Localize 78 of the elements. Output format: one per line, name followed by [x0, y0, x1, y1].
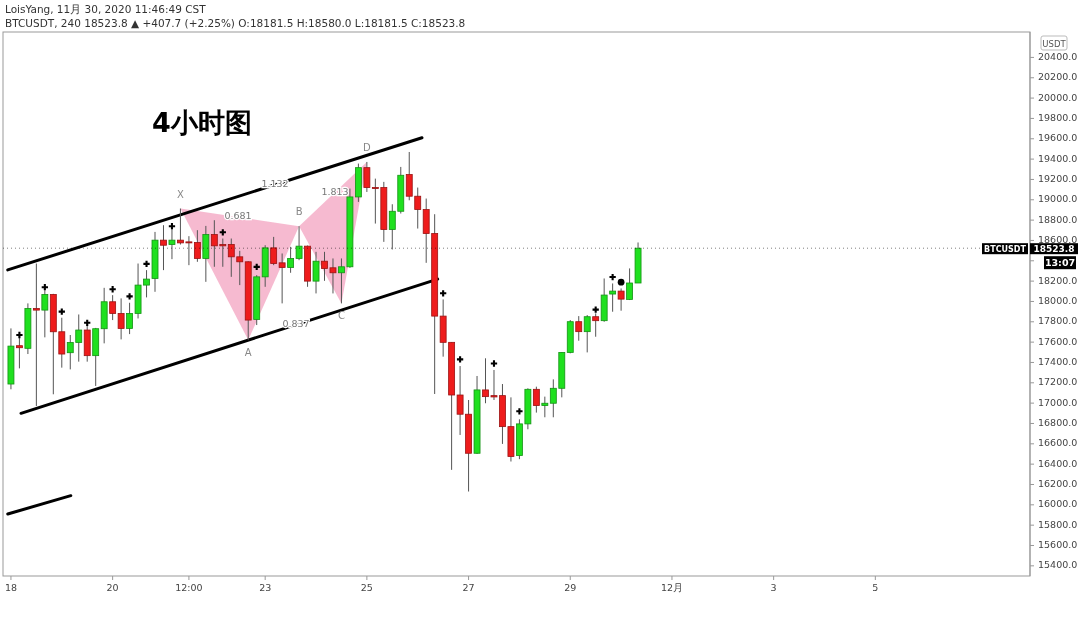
y-tick-label: 16400.0: [1038, 457, 1078, 469]
x-tick-label: 25: [360, 582, 373, 593]
y-tick-label: 20400.0: [1038, 50, 1078, 62]
annotation: X: [177, 188, 184, 200]
candlestick: [168, 226, 176, 260]
candlestick: [617, 287, 625, 312]
candlestick: [160, 224, 167, 271]
annotation: C: [337, 310, 345, 322]
point: [16, 331, 23, 339]
point: [490, 360, 498, 367]
text: 13:07: [1044, 257, 1076, 269]
y-tick-label: 17600.0: [1038, 335, 1078, 347]
x-tick-label: 5: [872, 582, 879, 593]
candlestick: [541, 396, 549, 418]
y-tick-label: 18800.0: [1038, 213, 1078, 225]
x-tick-label: 27: [462, 582, 475, 593]
y-tick-label: 17200.0: [1038, 376, 1078, 388]
y-tick-label: 19600.0: [1038, 132, 1078, 144]
point: [143, 260, 150, 267]
point: [609, 273, 616, 281]
y-tick-label: 19000.0: [1038, 193, 1078, 205]
candlestick: [583, 314, 591, 353]
annotation: D: [363, 141, 372, 153]
y-tick-label: 17400.0: [1038, 355, 1078, 367]
point: [168, 223, 176, 230]
point: [126, 293, 133, 300]
point: [592, 306, 599, 313]
y-axis-title: USDT: [1042, 38, 1067, 49]
candlestick: [575, 315, 583, 342]
point: [516, 408, 523, 415]
annotation: 4小时图: [152, 107, 252, 138]
annotation: 1.813: [321, 186, 349, 197]
point: [253, 263, 260, 271]
annotation: 0.681: [224, 210, 252, 221]
y-tick-label: 16800.0: [1038, 416, 1078, 428]
point: [617, 278, 625, 286]
point: [440, 290, 447, 297]
point: [84, 319, 91, 326]
candlestick: [16, 332, 23, 369]
x-tick-label: 12:00: [175, 582, 203, 593]
text: 18523.8: [1033, 243, 1075, 254]
y-tick-label: 16200.0: [1038, 477, 1078, 489]
x-tick-label: 29: [564, 582, 577, 593]
x-tick-label: 20: [106, 582, 119, 593]
y-tick-label: 20200.0: [1038, 71, 1078, 83]
y-tick-label: 18200.0: [1038, 274, 1078, 286]
chart-title: LoisYang, 11月 30, 2020 11:46:49 CST: [5, 3, 207, 15]
ref-line-label: BTCUSDT: [984, 244, 1027, 254]
y-tick-label: 19200.0: [1038, 172, 1078, 184]
y-tick-label: 16600.0: [1038, 437, 1078, 449]
chart-subtitle: BTCUSDT, 240 18523.8 ▲ +407.7 (+2.25%) O:18181.5 H:18580.0 L:18181.5 C:18523.8: [5, 17, 466, 29]
candlestick: [202, 225, 210, 283]
x-tick-label: 23: [259, 582, 272, 593]
y-tick-label: 15400.0: [1038, 559, 1078, 571]
point: [456, 356, 464, 363]
y-tick-label: 15800.0: [1038, 518, 1078, 530]
annotation: A: [244, 347, 252, 359]
point: [58, 308, 65, 315]
y-tick-label: 19800.0: [1038, 111, 1078, 123]
candlestick: [32, 263, 40, 407]
candlestick: [312, 251, 320, 294]
candlestick: [532, 386, 540, 414]
candlestick: [592, 312, 600, 338]
x-tick-label: 12月: [660, 582, 683, 593]
x-tick-label: 3: [770, 582, 777, 593]
y-tick-label: 17000.0: [1038, 396, 1078, 408]
point: [41, 284, 48, 291]
y-tick-label: 18000.0: [1038, 294, 1078, 306]
x-tick-label: 18: [4, 582, 17, 593]
y-tick-label: 17800.0: [1038, 315, 1078, 327]
y-tick-label: 20000.0: [1038, 91, 1078, 103]
y-tick-label: 19400.0: [1038, 152, 1078, 164]
point: [219, 229, 226, 236]
point: [109, 286, 116, 293]
y-tick-label: 15600.0: [1038, 539, 1078, 550]
y-tick-label: 16000.0: [1038, 498, 1078, 510]
y-tick-label: 18600.0: [1038, 233, 1078, 245]
annotation: B: [295, 206, 303, 218]
